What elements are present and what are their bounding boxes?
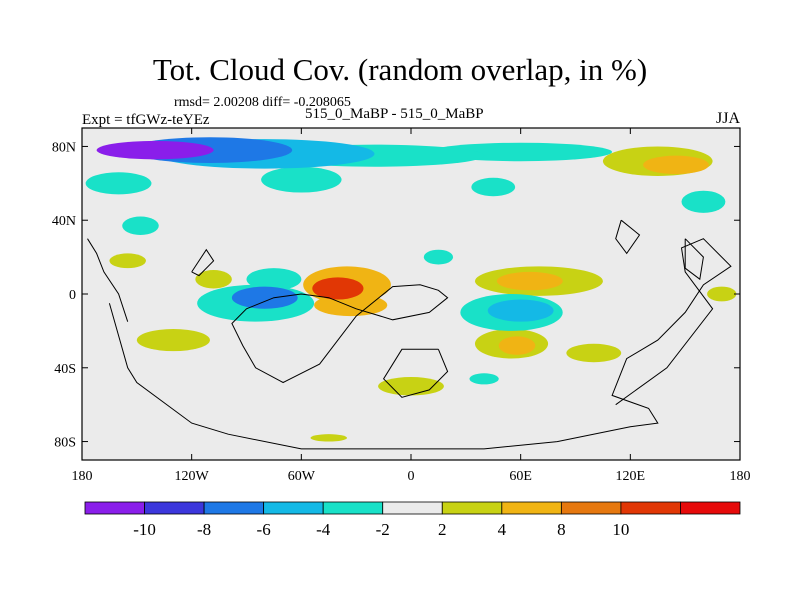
x-tick-label: 0 — [408, 469, 415, 484]
colorbar-label: 8 — [557, 520, 566, 539]
anomaly-patch — [498, 336, 536, 355]
chart-title: Tot. Cloud Cov. (random overlap, in %) — [152, 52, 648, 87]
map-axes: 180 120W 60W 0 60E 120E 180 80N 40N 0 40S 80S — [52, 128, 751, 484]
continent-outlines — [87, 219, 732, 450]
case-label: 515_0_MaBP - 515_0_MaBP — [305, 106, 484, 122]
colorbar-label: -2 — [376, 520, 390, 539]
coastline — [231, 284, 449, 384]
anomaly-patch — [469, 373, 499, 385]
coastline — [108, 238, 732, 450]
coastline — [191, 248, 215, 277]
colorbar-label: -4 — [316, 520, 331, 539]
colorbar-label: 2 — [438, 520, 447, 539]
coastline — [87, 238, 129, 322]
anomaly-patch — [471, 177, 516, 197]
colorbar-swatch — [620, 501, 681, 515]
anomaly-patch — [246, 268, 302, 291]
colorbar-label: -10 — [133, 520, 156, 539]
y-tick-label: 0 — [69, 288, 76, 303]
anomaly-patch — [122, 216, 159, 235]
anomaly-patch — [136, 329, 210, 352]
anomaly-patch — [195, 270, 232, 289]
x-tick-label: 120E — [616, 469, 646, 484]
colorbar-swatch — [144, 501, 205, 515]
y-tick-label: 80S — [54, 436, 76, 451]
anomaly-patch — [566, 343, 622, 363]
x-tick-label: 180 — [730, 469, 751, 484]
x-tick-label: 120W — [175, 469, 210, 484]
anomaly-patch — [487, 299, 554, 322]
plot-background — [82, 128, 740, 460]
anomaly-patch — [85, 172, 152, 195]
anomaly-patch — [681, 190, 726, 213]
x-tick-label: 60W — [288, 469, 316, 484]
colorbar-swatch — [560, 501, 622, 515]
anomaly-patch — [707, 286, 737, 302]
colorbar-label: -8 — [197, 520, 211, 539]
x-tick-label: 180 — [72, 469, 93, 484]
y-tick-label: 80N — [52, 140, 76, 155]
colorbar-swatch — [501, 501, 562, 515]
colorbar-swatch — [382, 501, 443, 515]
colorbar-label: 4 — [498, 520, 507, 539]
colorbar-swatch — [84, 501, 145, 515]
contour-field — [85, 137, 737, 442]
coastline — [382, 348, 449, 398]
anomaly-patch — [312, 277, 364, 300]
colorbar-swatch — [203, 501, 265, 515]
colorbar-label: 10 — [612, 520, 629, 539]
colorbar-swatch — [680, 501, 741, 515]
anomaly-patch — [96, 140, 214, 160]
anomaly-patch — [231, 286, 298, 309]
colorbar-label: -6 — [257, 520, 271, 539]
anomaly-patch — [109, 253, 146, 269]
x-tick-label: 60E — [509, 469, 532, 484]
season-label: JJA — [716, 110, 741, 127]
y-tick-label: 40S — [54, 362, 76, 377]
anomaly-patch — [643, 155, 709, 175]
anomaly-patch — [378, 377, 444, 396]
anomaly-patch — [310, 434, 348, 442]
rmsd-diff-stats: rmsd= 2.00208 diff= -0.208065 — [174, 95, 351, 110]
colorbar-swatch — [322, 501, 384, 515]
anomaly-patch — [496, 271, 563, 291]
colorbar-swatch — [263, 501, 324, 515]
coastline — [615, 219, 641, 255]
experiment-label: Expt = tfGWz-teYEz — [82, 112, 210, 128]
coastline — [684, 238, 704, 281]
anomaly-patch — [261, 166, 342, 193]
y-tick-label: 40N — [52, 214, 76, 229]
colorbar-swatch — [441, 501, 503, 515]
anomaly-patch — [423, 249, 454, 265]
colorbar: -10 -8 -6 -4 -2 2 4 8 10 — [84, 501, 741, 539]
